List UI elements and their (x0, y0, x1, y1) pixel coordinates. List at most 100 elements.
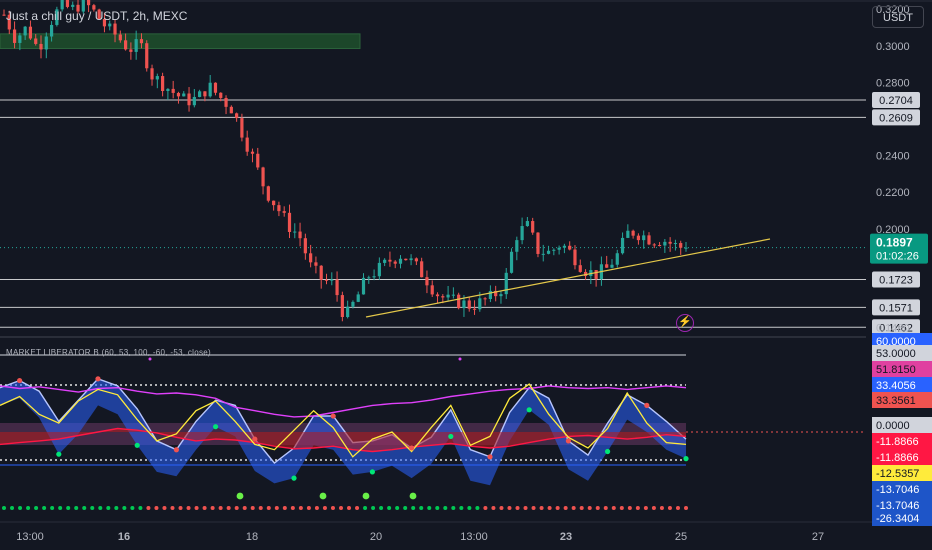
candle-body-110 (583, 271, 588, 277)
candle-body-96 (509, 251, 514, 273)
candle-body-125 (663, 241, 667, 246)
signal-bar-41 (330, 506, 335, 510)
signal-bar-79 (635, 506, 640, 510)
candle-body-46 (245, 137, 249, 152)
currency-button[interactable]: USDT (872, 6, 924, 28)
price-tick-0: 0.3200 (876, 4, 910, 16)
osc-dot-red-1 (17, 377, 23, 384)
candle-body-40 (213, 82, 218, 93)
osc-badge-2 (872, 361, 932, 377)
candle-body-51 (272, 200, 276, 206)
osc-dot-red-13 (252, 436, 258, 442)
signal-bar-3 (26, 506, 31, 510)
osc-dot-red-17 (330, 413, 336, 419)
osc-tick-9: -13.7046 (876, 484, 919, 496)
candle-body-31 (166, 88, 170, 92)
candle-body-119 (631, 230, 635, 236)
candle-body-66 (351, 301, 355, 307)
osc-dot-red-9 (173, 447, 179, 453)
osc-badge-10 (872, 497, 932, 513)
candle-body-116 (615, 253, 619, 265)
candle-body-122 (647, 235, 651, 245)
signal-bar-30 (242, 506, 247, 510)
marker-dot-b (458, 357, 462, 361)
candle-body-41 (219, 92, 223, 98)
signal-bar-60 (483, 506, 488, 510)
candle-body-3 (18, 35, 22, 43)
osc-tick-7: -11.8866 (876, 452, 919, 464)
signal-bar-1 (10, 506, 15, 510)
osc-tick-2: 51.8150 (876, 364, 916, 376)
signal-bar-48 (387, 506, 392, 510)
signal-bar-83 (667, 506, 672, 510)
candle-body-86 (457, 294, 461, 309)
candle-body-13 (71, 4, 75, 7)
candle-body-89 (472, 308, 477, 310)
price-tick-2: 0.2800 (876, 77, 910, 89)
candle-body-76 (404, 258, 408, 261)
level-badge-3 (872, 299, 920, 316)
signal-bar-45 (363, 506, 368, 510)
candle-body-10 (55, 9, 59, 25)
time-tick-5: 23 (560, 531, 572, 543)
candle-body-101 (536, 232, 540, 254)
candle-body-65 (346, 306, 350, 318)
osc-badge-11 (872, 510, 932, 526)
signal-bar-2 (18, 506, 23, 510)
signal-bar-61 (491, 506, 496, 510)
signal-bar-20 (162, 506, 167, 510)
candle-body-7 (39, 43, 43, 50)
signal-bar-16 (130, 506, 135, 510)
signal-bar-85 (684, 506, 688, 510)
candle-body-78 (414, 258, 418, 262)
signal-bar-23 (186, 506, 191, 510)
candle-body-30 (161, 76, 165, 92)
candle-body-94 (499, 294, 503, 297)
candle-body-11 (60, 0, 64, 10)
flash-icon[interactable]: ⚡ (676, 314, 694, 332)
candle-body-1 (7, 14, 11, 30)
osc-dot-green-7 (134, 442, 140, 448)
signal-bar-77 (619, 506, 624, 510)
candle-body-123 (652, 244, 656, 246)
indicator-title: MARKET LIBERATOR B (60, 53, 100, -60, -5… (6, 346, 211, 358)
candle-body-93 (494, 290, 498, 297)
candle-body-95 (504, 272, 508, 295)
signal-bar-4 (34, 506, 39, 510)
signal-bar-13 (106, 506, 111, 510)
signal-bar-15 (122, 506, 127, 510)
osc-tick-6: -11.8866 (876, 436, 919, 448)
signal-bar-52 (419, 506, 424, 510)
candle-body-112 (594, 270, 598, 279)
yellow-line (0, 383, 687, 458)
pink-line (0, 385, 687, 418)
signal-bar-80 (643, 506, 648, 510)
time-tick-4: 13:00 (460, 531, 488, 543)
candle-body-61 (324, 279, 329, 281)
signal-bar-84 (675, 506, 680, 510)
red-line (0, 427, 687, 453)
time-tick-1: 16 (118, 531, 130, 543)
signal-bar-82 (659, 506, 664, 510)
candle-body-82 (435, 294, 440, 297)
candle-body-49 (261, 167, 265, 187)
signal-bar-47 (379, 506, 384, 510)
osc-badge-6 (872, 433, 932, 449)
time-tick-3: 20 (370, 531, 382, 543)
candle-body-84 (446, 294, 450, 298)
candle-body-21 (113, 23, 117, 35)
candle-body-92 (488, 290, 492, 300)
signal-bar-22 (178, 506, 183, 510)
candle-body-22 (118, 34, 122, 41)
candle-body-5 (28, 26, 33, 39)
candle-body-126 (668, 241, 672, 244)
candle-body-74 (393, 261, 397, 264)
candle-body-118 (626, 230, 630, 238)
level-label-4: 0.1462 (879, 322, 913, 334)
signal-bar-37 (298, 506, 303, 510)
supply-zone (0, 33, 361, 50)
candle-body-47 (250, 151, 255, 154)
candle-body-81 (430, 285, 434, 295)
candle-body-25 (134, 39, 138, 52)
